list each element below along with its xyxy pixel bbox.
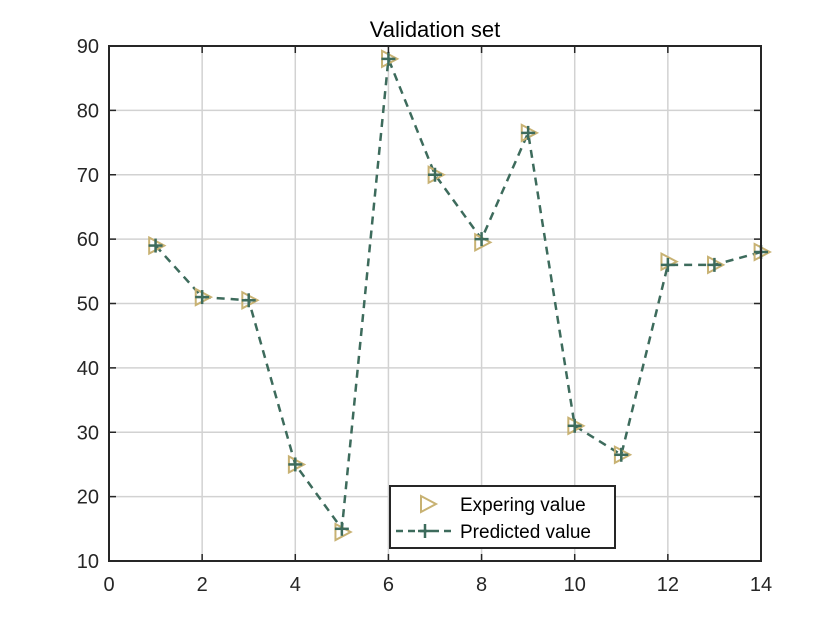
- legend: Expering value Predicted value: [389, 485, 616, 549]
- series-layer: [148, 49, 772, 542]
- predicted-point: [334, 521, 349, 536]
- legend-box: [389, 485, 616, 549]
- y-tick-label: 30: [77, 422, 99, 444]
- y-tick-label: 10: [77, 551, 99, 573]
- predicted-point: [660, 257, 675, 272]
- legend-label-predicted: Predicted value: [460, 522, 591, 543]
- predicted-point: [428, 167, 442, 182]
- ticks: 0 2 4 6 8 10 12 14 10 20 30 40 50 60 70 80 90: [77, 36, 772, 596]
- x-tick-label: 12: [657, 574, 679, 596]
- x-tick-label: 10: [564, 574, 586, 596]
- x-tick-label: 14: [750, 574, 772, 596]
- chart-title: Validation set: [370, 17, 500, 42]
- predicted-point: [241, 293, 256, 308]
- y-tick-label: 50: [77, 294, 99, 316]
- x-tick-label: 8: [476, 574, 487, 596]
- predicted-point: [148, 238, 163, 253]
- predicted-point: [614, 447, 629, 462]
- y-tick-label: 60: [77, 229, 99, 251]
- predicted-point: [381, 51, 396, 66]
- predicted-point: [195, 290, 210, 305]
- y-tick-label: 20: [77, 487, 99, 509]
- y-tick-label: 90: [77, 36, 99, 58]
- predicted-point: [474, 232, 489, 247]
- x-tick-label: 6: [383, 574, 394, 596]
- y-tick-label: 40: [77, 358, 99, 380]
- legend-triangle-marker: [420, 494, 439, 514]
- x-tick-label: 0: [103, 574, 114, 596]
- predicted-series-line: [154, 58, 762, 533]
- predicted-point: [707, 257, 722, 272]
- predicted-point: [288, 457, 303, 472]
- legend-label-expering: Expering value: [460, 495, 586, 516]
- x-tick-label: 4: [290, 574, 301, 596]
- y-tick-label: 80: [77, 100, 99, 122]
- predicted-point: [521, 125, 536, 140]
- x-tick-label: 2: [197, 574, 208, 596]
- predicted-point: [567, 418, 582, 433]
- y-tick-label: 70: [77, 165, 99, 187]
